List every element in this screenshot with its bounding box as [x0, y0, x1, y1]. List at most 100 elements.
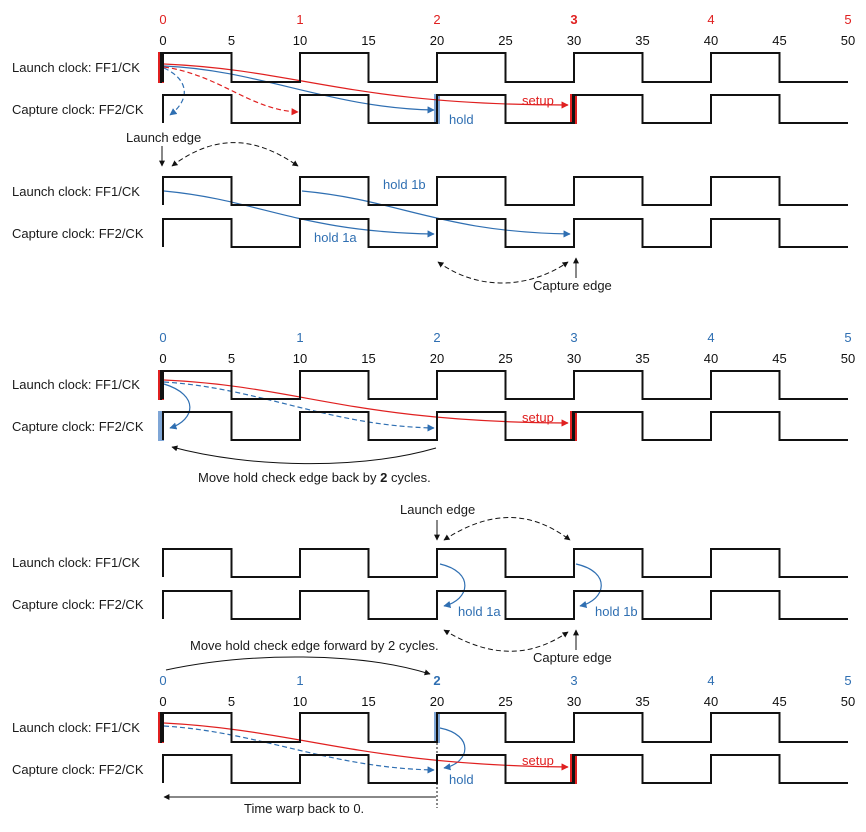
- s5-time-tick-30: 30: [567, 694, 581, 709]
- s3-time-tick-50: 50: [841, 351, 855, 366]
- s5-cycle-label-2: 2: [433, 673, 440, 688]
- s1-setup-arrow: [163, 63, 569, 109]
- s3-capture-label: Capture clock: FF2/CK: [12, 419, 144, 434]
- s5-cycle-label-3: 3: [570, 673, 577, 688]
- s1-cycle-label-3: 3: [570, 12, 577, 27]
- s1-time-tick-35: 35: [635, 33, 649, 48]
- s3-cycle-label-2: 2: [433, 330, 440, 345]
- s4-hold-1a-label: hold 1a: [458, 604, 501, 619]
- s5-time-tick-25: 25: [498, 694, 512, 709]
- s4-hold-1b-arrow: [575, 563, 602, 609]
- s4-launch-wave: [162, 548, 848, 578]
- s3-cycle-label-4: 4: [707, 330, 714, 345]
- s3-time-tick-40: 40: [704, 351, 718, 366]
- s5-cycle-label-1: 1: [296, 673, 303, 688]
- s1-cycle-label-0: 0: [159, 12, 166, 27]
- s5-cycle-label-4: 4: [707, 673, 714, 688]
- s3-time-tick-20: 20: [430, 351, 444, 366]
- s3-time-tick-0: 0: [159, 351, 166, 366]
- s3-cycle-label-1: 1: [296, 330, 303, 345]
- s5-time-tick-0: 0: [159, 694, 166, 709]
- s1-time-tick-40: 40: [704, 33, 718, 48]
- s5-time-tick-20: 20: [430, 694, 444, 709]
- s1-setup-dashed-arrow: [163, 66, 299, 116]
- s2-hold-1a-arrow: [163, 190, 435, 238]
- s2-capture-label: Capture clock: FF2/CK: [12, 226, 144, 241]
- waveform-layer: [162, 52, 848, 784]
- s3-capture-wave: [162, 411, 848, 441]
- s1-launch-edge-label: Launch edge: [126, 130, 201, 145]
- s5-hold-arrow: [439, 727, 466, 771]
- s3-move-back-note: Move hold check edge back by 2 cycles.: [198, 470, 431, 485]
- s5-launch-label: Launch clock: FF1/CK: [12, 720, 140, 735]
- s3-setup-arrow: [163, 379, 569, 427]
- s1-time-tick-15: 15: [361, 33, 375, 48]
- s1-time-tick-30: 30: [567, 33, 581, 48]
- s3-cycle-label-0: 0: [159, 330, 166, 345]
- s4-capture-wave: [162, 590, 848, 620]
- s4-capture-edge-dashed: [443, 629, 569, 652]
- s3-time-tick-15: 15: [361, 351, 375, 366]
- s3-move-back-arrow: [171, 445, 437, 465]
- s5-move-forward-arrow: [165, 656, 431, 676]
- s3-hold-dashed: [163, 381, 435, 432]
- s1-cycle-label-5: 5: [844, 12, 851, 27]
- s1-hold-arrow-zero: [163, 67, 185, 116]
- s5-time-tick-15: 15: [361, 694, 375, 709]
- s4-launch-edge-dashed: [443, 517, 571, 541]
- s2-launch-wave: [162, 176, 848, 206]
- signal-labels: Launch clock: FF1/CK Capture clock: FF2/…: [12, 60, 144, 777]
- s1-time-tick-45: 45: [772, 33, 786, 48]
- s1-cycle-label-1: 1: [296, 12, 303, 27]
- s3-time-tick-45: 45: [772, 351, 786, 366]
- s1-time-tick-5: 5: [228, 33, 235, 48]
- s4-capture-label: Capture clock: FF2/CK: [12, 597, 144, 612]
- s1-launch-label: Launch clock: FF1/CK: [12, 60, 140, 75]
- s5-capture-label: Capture clock: FF2/CK: [12, 762, 144, 777]
- s1-capture-wave: [162, 94, 848, 124]
- s4-hold-1b-label: hold 1b: [595, 604, 638, 619]
- s5-capture-wave: [162, 754, 848, 784]
- s1-time-tick-10: 10: [293, 33, 307, 48]
- s1-capture-label: Capture clock: FF2/CK: [12, 102, 144, 117]
- s5-move-forward-note: Move hold check edge forward by 2 cycles…: [190, 638, 439, 653]
- s3-hold-edge-marker: [158, 411, 164, 441]
- overlay-layer: [158, 52, 602, 808]
- s4-capture-edge-label: Capture edge: [533, 650, 612, 665]
- s4-launch-label: Launch clock: FF1/CK: [12, 555, 140, 570]
- s1-cycle-label-4: 4: [707, 12, 714, 27]
- s1-launch-edge-dashed: [171, 142, 299, 167]
- s1-time-tick-50: 50: [841, 33, 855, 48]
- s2-hold-1b-label: hold 1b: [383, 177, 426, 192]
- s2-capture-wave: [162, 218, 848, 248]
- s2-hold-1a-label: hold 1a: [314, 230, 357, 245]
- s3-setup-label: setup: [522, 410, 554, 425]
- s1-time-tick-20: 20: [430, 33, 444, 48]
- s5-time-warp-label: Time warp back to 0.: [244, 801, 364, 816]
- s5-time-tick-5: 5: [228, 694, 235, 709]
- s5-time-tick-45: 45: [772, 694, 786, 709]
- s4-launch-edge-label: Launch edge: [400, 502, 475, 517]
- s3-time-tick-25: 25: [498, 351, 512, 366]
- s5-time-tick-40: 40: [704, 694, 718, 709]
- s3-launch-wave: [162, 370, 848, 400]
- s2-capture-edge-label: Capture edge: [533, 278, 612, 293]
- s2-launch-label: Launch clock: FF1/CK: [12, 184, 140, 199]
- s5-cycle-label-0: 0: [159, 673, 166, 688]
- annotations: hold setup Launch edge hold 1b hold 1a C…: [126, 93, 638, 816]
- s5-setup-label: setup: [522, 753, 554, 768]
- s1-hold-label: hold: [449, 112, 474, 127]
- s5-cycle-label-5: 5: [844, 673, 851, 688]
- s1-setup-label: setup: [522, 93, 554, 108]
- s1-launch-wave: [162, 52, 848, 83]
- s5-time-tick-35: 35: [635, 694, 649, 709]
- s3-time-tick-5: 5: [228, 351, 235, 366]
- s3-hold-arrow: [163, 383, 191, 430]
- s1-time-tick-25: 25: [498, 33, 512, 48]
- s3-cycle-label-5: 5: [844, 330, 851, 345]
- s5-time-tick-10: 10: [293, 694, 307, 709]
- s3-launch-label: Launch clock: FF1/CK: [12, 377, 140, 392]
- s3-time-tick-35: 35: [635, 351, 649, 366]
- s5-hold-label: hold: [449, 772, 474, 787]
